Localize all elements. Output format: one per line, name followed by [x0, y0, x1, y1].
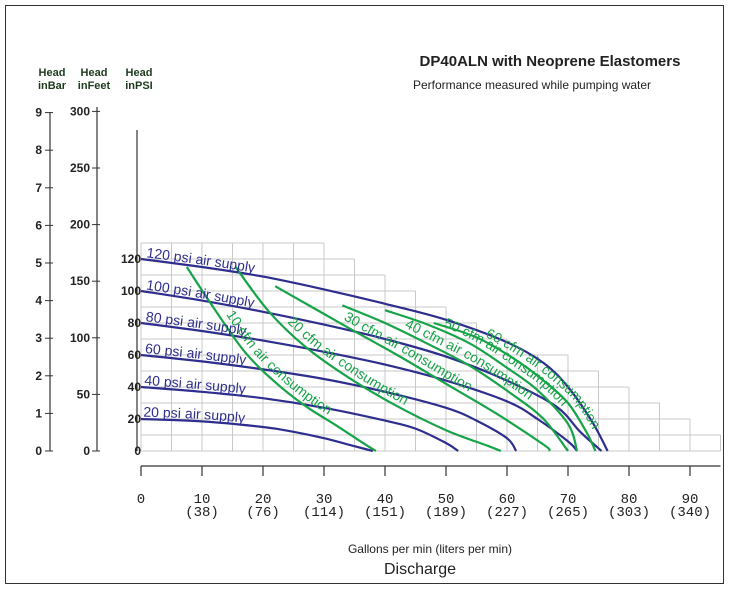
y-axis-header: inBar: [38, 80, 67, 92]
consumption-curve: [185, 266, 377, 452]
chart-title: DP40ALN with Neoprene Elastomers: [420, 53, 681, 70]
y-tick-label: 0: [83, 444, 90, 458]
y-tick-label: 100: [70, 331, 90, 345]
supply-curve: [140, 257, 609, 452]
x-tick-sublabel: (76): [246, 505, 280, 521]
supply-curve-label: 120 psi air supply: [146, 244, 257, 275]
x-tick-label: 70: [560, 492, 577, 508]
supply-curve-label: 60 psi air supply: [144, 340, 247, 367]
y-tick-label: 200: [70, 218, 90, 232]
y-tick-label: 150: [70, 274, 90, 288]
x-tick-label: 50: [438, 492, 455, 508]
x-tick-sublabel: (189): [425, 505, 467, 521]
supply-curve-label: 100 psi air supply: [145, 276, 256, 310]
x-tick-sublabel: (151): [364, 505, 406, 521]
x-tick-label: 10: [194, 492, 211, 508]
supply-curve: [140, 385, 459, 452]
consumption-lines: [185, 266, 597, 453]
y-tick-label: 2: [35, 369, 42, 383]
x-tick-label: 80: [621, 492, 638, 508]
consumption-curve: [384, 309, 579, 452]
y-tick-label: 300: [70, 104, 90, 118]
y-axis-header: inFeet: [78, 80, 111, 92]
y-axis-header: Head: [81, 67, 108, 79]
chart-frame: [5, 5, 724, 584]
y-tick-label: 80: [128, 316, 142, 330]
supply-curve-label-text: 100 psi air supply: [145, 276, 256, 310]
y-tick-label: 100: [121, 284, 141, 298]
x-axis-label-discharge: Discharge: [384, 561, 456, 578]
consumption-curve: [341, 304, 569, 452]
y-axis-header: Head: [39, 67, 66, 79]
chart-subtitle: Performance measured while pumping water: [413, 78, 651, 92]
x-tick-sublabel: (340): [669, 505, 711, 521]
y-tick-label: 5: [35, 256, 42, 270]
consumption-curve: [433, 321, 597, 452]
supply-curve-label-text: 60 psi air supply: [144, 340, 247, 367]
x-axis-label: Gallons per min (liters per min): [348, 542, 512, 556]
x-tick-label: 20: [255, 492, 272, 508]
y-tick-label: 20: [128, 412, 142, 426]
supply-curve: [140, 417, 374, 453]
x-tick-sublabel: (38): [185, 505, 219, 521]
axes: 0 10(38)20(76)30(114)40(151)50(189)60(227…: [35, 67, 721, 521]
supply-curve-label: 40 psi air supply: [144, 372, 247, 397]
y-tick-label: 50: [77, 387, 91, 401]
y-tick-label: 1: [35, 406, 42, 420]
y-tick-label: 9: [35, 106, 42, 120]
x-tick-sublabel: (303): [608, 505, 650, 521]
y-tick-label: 3: [35, 331, 42, 345]
x-tick-label: 30: [316, 492, 333, 508]
x-tick-sublabel: (265): [547, 505, 589, 521]
y-tick-label: 60: [128, 348, 142, 362]
y-axis-header: Head: [126, 67, 153, 79]
x-tick-label: 90: [682, 492, 699, 508]
supply-curve-label: 20 psi air supply: [143, 404, 246, 426]
consumption-curve: [234, 266, 502, 453]
supply-curve-label-text: 40 psi air supply: [144, 372, 247, 397]
y-tick-label: 0: [35, 444, 42, 458]
y-tick-label: 250: [70, 161, 90, 175]
consumption-curve: [274, 285, 551, 452]
y-tick-label: 6: [35, 218, 42, 232]
supply-curve-label-text: 120 psi air supply: [146, 244, 257, 275]
supply-curve-label-text: 20 psi air supply: [143, 404, 246, 426]
x-tick-label: 0: [137, 492, 145, 508]
x-tick-sublabel: (227): [486, 505, 528, 521]
x-tick-label: 60: [499, 492, 516, 508]
y-tick-label: 0: [134, 444, 141, 458]
y-tick-label: 8: [35, 143, 42, 157]
y-tick-label: 7: [35, 181, 42, 195]
y-tick-label: 4: [35, 294, 42, 308]
y-tick-label: 120: [121, 252, 141, 266]
y-tick-label: 40: [128, 380, 142, 394]
supply-curve: [140, 289, 603, 452]
x-tick-label: 40: [377, 492, 394, 508]
y-axis-header: inPSI: [125, 80, 153, 92]
supply-curve: [140, 353, 518, 452]
x-tick-sublabel: (114): [303, 505, 345, 521]
